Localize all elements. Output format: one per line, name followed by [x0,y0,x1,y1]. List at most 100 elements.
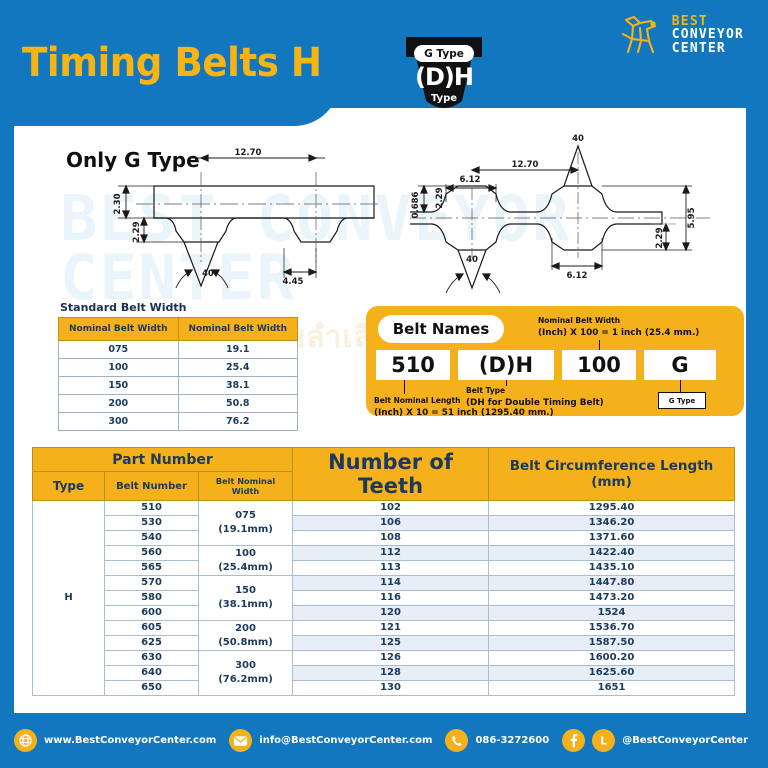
globe-icon[interactable] [13,729,37,752]
page-title: Timing Belts H [22,40,322,86]
cell-number-of-teeth: 113 [292,560,490,576]
line-icon[interactable]: L [592,729,616,752]
cell-belt-number: 640 [104,665,199,681]
standard-belt-width-table: Nominal Belt Width Nominal Belt Width 07… [58,317,298,431]
table-row: 150 38.1 [58,376,298,395]
belt-name-part-type: (D)H [458,350,554,380]
dim-pitch-left: 12.70 [235,148,262,158]
dim-total-thickness-right: 5.95 [687,207,697,228]
left-diagram-title: Only G Type [66,148,200,172]
cell-number-of-teeth: 116 [292,590,490,606]
cell-belt-number: 580 [104,590,199,606]
dim-tooth-height-left-right: 2.29 [435,187,445,208]
conveyor-robot-icon [620,14,664,56]
standard-belt-width-title: Standard Belt Width [60,301,187,314]
cell-width-code: 200 [58,394,179,413]
phone-icon[interactable] [445,729,469,752]
dim-tooth-width-bottom: 6.12 [567,271,588,281]
right-blue-edge [746,0,768,768]
dim-belt-base-right: 0.686 [411,191,421,218]
nominal-width-mm: (19.1mm) [218,524,273,535]
col-belt-circumference: Belt Circumference Length (mm) [488,447,736,501]
bnl-caption-line2: (Inch) X 10 = 51 inch (1295.40 mm.) [374,407,554,418]
cell-number-of-teeth: 114 [292,575,490,591]
col-group-part-number: Part Number [31,446,294,473]
cell-circumference: 1447.80 [488,575,736,591]
table-header-row: Nominal Belt Width Nominal Belt Width [58,317,298,341]
nbw-caption-line1: Nominal Belt Width [538,316,621,325]
cell-circumference: 1524 [488,605,736,621]
table-row: 570 150 (38.1mm) 114 1447.80 [32,575,736,621]
bnl-caption-line1: Belt Nominal Length [374,396,461,405]
cell-belt-number: 570 [104,575,199,591]
belt-length-caption: Belt Nominal Length (Inch) X 10 = 51 inc… [374,396,554,420]
cell-number-of-teeth: 112 [292,545,490,561]
belt-name-part-gtype: G [644,350,716,380]
cell-circumference: 1295.40 [488,500,736,516]
envelope-icon[interactable] [229,729,253,752]
bt-caption-line2: (DH for Double Timing Belt) [466,397,604,408]
table-row: 565 113 1435.10 [32,560,736,576]
col-belt-number: Belt Number [104,471,199,501]
cell-width-code: 150 [58,376,179,395]
cell-belt-number: 630 [104,650,199,666]
nominal-width-code: 100 [235,547,256,559]
table-row: 580 116 1473.20 [32,590,736,606]
belt-specification-table: Part Number Number of Teeth Belt Circumf… [31,446,736,696]
nominal-belt-width-caption: Nominal Belt Width (Inch) X 100 = 1 inch… [538,316,699,340]
nominal-width-mm: (38.1mm) [218,599,273,610]
table-row: 600 120 1524 [32,605,736,621]
table-row: 530 106 1346.20 [32,515,736,531]
badge-main-label: (D)H [415,63,474,91]
cell-belt-number: 540 [104,530,199,546]
cell-number-of-teeth: 108 [292,530,490,546]
footer-email[interactable]: info@BestConveyorCenter.com [259,735,433,746]
facebook-icon[interactable] [562,729,586,752]
cell-circumference: 1473.20 [488,590,736,606]
table-row: 605 200 (50.8mm) 121 1536.70 [32,620,736,651]
footer-phone[interactable]: 086-3272600 [475,735,550,746]
footer-website[interactable]: www.BestConveyorCenter.com [43,735,217,746]
cell-circumference: 1435.10 [488,560,736,576]
dim-tooth-width-top: 6.12 [460,175,481,185]
table-row: 640 128 1625.60 [32,665,736,681]
dim-angle-top-right: 40 [572,134,584,144]
cell-width-mm: 19.1 [177,340,298,359]
dim-pitch-right: 12.70 [512,160,539,170]
col-belt-nominal-width: Belt Nominal Width [197,471,294,501]
footer-line-id[interactable]: @BestConveyorCenter [622,735,749,746]
table-row: 075 19.1 [58,340,298,359]
svg-text:L: L [600,735,607,747]
cell-nominal-width: 100 (25.4mm) [197,545,294,576]
cell-circumference: 1346.20 [488,515,736,531]
brand-logo: BEST CONVEYOR CENTER [620,14,744,56]
logo-line-best: BEST [671,14,708,30]
leader-line-nbw [599,340,600,350]
dim-tooth-height-left: 2.29 [132,221,142,242]
cell-circumference: 1422.40 [488,545,736,561]
table-row: 650 130 1651 [32,680,736,696]
cell-type: H [32,500,105,696]
col-nominal-belt-width-code: Nominal Belt Width [58,317,179,341]
belt-names-card: Belt Names Nominal Belt Width (Inch) X 1… [366,306,744,418]
cell-belt-number: 605 [104,620,199,636]
table-group-header-row: Part Number Number of Teeth Belt Circumf… [31,446,736,501]
nominal-width-code: 300 [235,660,256,671]
cell-circumference: 1625.60 [488,665,736,681]
cell-circumference: 1587.50 [488,635,736,651]
cell-belt-number: 560 [104,545,199,561]
logo-line-center: CENTER [671,40,726,56]
badge-sub-label: Type [430,93,458,104]
nominal-width-mm: (25.4mm) [218,561,273,573]
cell-belt-number: 625 [104,635,199,651]
cell-number-of-teeth: 126 [292,650,490,666]
cell-circumference: 1651 [488,680,736,696]
belt-names-title: Belt Names [378,315,504,343]
table-row: 540 108 1371.60 [32,530,736,546]
dim-thickness-left: 2.30 [113,193,123,214]
cell-nominal-width: 200 (50.8mm) [197,620,294,651]
left-belt-profile-diagram: 12.70 4.45 40 2.30 2.29 [44,136,384,296]
cell-belt-number: 565 [104,560,199,576]
logo-line-conveyor: CONVEYOR [671,27,744,43]
